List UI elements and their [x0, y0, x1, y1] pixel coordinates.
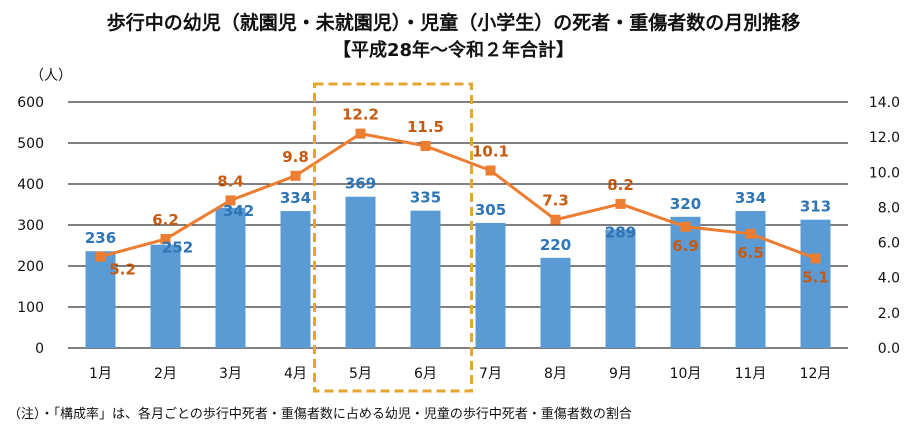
bar-6月 [410, 210, 441, 348]
y-axis-label: （人） [30, 68, 72, 84]
y-tick-label: 600 [17, 95, 44, 111]
rate-marker-5月 [355, 128, 366, 139]
bar-7月 [475, 222, 506, 348]
y2-tick-label: 8.0 [878, 200, 900, 216]
chart-subtitle: 【平成28年～令和２年合計】 [332, 40, 575, 61]
bar-value-label: 369 [345, 175, 376, 193]
bar-value-label: 305 [475, 201, 506, 219]
x-tick-label: 8月 [544, 366, 567, 382]
rate-value-label: 6.5 [737, 244, 764, 262]
bar-value-label: 236 [85, 229, 116, 247]
rate-marker-10月 [680, 221, 691, 232]
x-tick-label: 11月 [735, 366, 767, 382]
bar-1月 [85, 251, 116, 348]
y2-tick-label: 6.0 [878, 236, 900, 252]
bar-10月 [670, 216, 701, 348]
y-tick-label: 100 [17, 300, 44, 316]
chart-title: 歩行中の幼児（就園児・未就園児）・児童（小学生）の死者・重傷者数の月別推移 [106, 12, 801, 34]
y2-tick-label: 2.0 [878, 306, 900, 322]
x-tick-label: 5月 [349, 366, 372, 382]
rate-marker-2月 [160, 234, 171, 245]
x-tick-label: 9月 [609, 366, 632, 382]
rate-marker-3月 [225, 195, 236, 206]
bar-value-label: 334 [735, 189, 766, 207]
bar-value-label: 313 [800, 198, 831, 216]
rate-value-label: 6.2 [152, 211, 179, 229]
rate-marker-11月 [745, 228, 756, 239]
y-tick-label: 400 [17, 177, 44, 193]
rate-value-label: 6.9 [672, 237, 699, 255]
x-tick-label: 2月 [154, 366, 177, 382]
rate-value-label: 12.2 [342, 106, 379, 124]
x-tick-label: 6月 [414, 366, 437, 382]
highlight-box [313, 82, 473, 393]
bar-5月 [345, 196, 376, 348]
y2-tick-label: 10.0 [869, 165, 900, 181]
footnote: （注）・「構成率」は、各月ごとの歩行中死者・重傷者数に占める幼児・児童の歩行中死… [8, 407, 632, 422]
y-tick-label: 200 [17, 259, 44, 275]
rate-value-label: 9.8 [282, 148, 309, 166]
x-tick-label: 12月 [800, 366, 832, 382]
rate-value-label: 10.1 [472, 143, 509, 161]
rate-value-label: 5.2 [109, 261, 136, 279]
y-tick-label: 300 [17, 218, 44, 234]
rate-marker-4月 [290, 170, 301, 181]
y2-tick-label: 4.0 [878, 271, 900, 287]
bar-value-label: 320 [670, 195, 701, 213]
rate-marker-6月 [420, 140, 431, 151]
rate-value-label: 8.2 [607, 176, 634, 194]
rate-marker-7月 [485, 165, 496, 176]
bar-3月 [215, 207, 246, 348]
bar-4月 [280, 211, 311, 348]
y2-tick-label: 14.0 [869, 95, 900, 111]
bar-9月 [605, 229, 636, 348]
bar-value-label: 334 [280, 189, 311, 207]
x-tick-label: 7月 [479, 366, 502, 382]
y-tick-label: 0 [35, 341, 44, 357]
bar-2月 [150, 244, 181, 348]
rate-value-label: 7.3 [542, 192, 569, 210]
rate-marker-12月 [810, 253, 821, 264]
y-tick-label: 500 [17, 136, 44, 152]
rate-marker-8月 [550, 214, 561, 225]
y2-tick-label: 0.0 [878, 341, 900, 357]
rate-marker-1月 [95, 251, 106, 262]
rate-value-label: 11.5 [407, 118, 444, 136]
rate-value-label: 5.1 [802, 268, 829, 286]
bar-value-label: 335 [410, 189, 441, 207]
rate-line [100, 132, 817, 260]
bar-8月 [540, 257, 571, 348]
bar-value-label: 220 [540, 236, 571, 254]
x-tick-label: 3月 [219, 366, 242, 382]
rate-marker-9月 [615, 198, 626, 209]
x-tick-label: 1月 [89, 366, 112, 382]
x-tick-label: 4月 [284, 366, 307, 382]
x-tick-label: 10月 [670, 366, 702, 382]
bar-value-label: 252 [162, 239, 193, 257]
bar-value-label: 289 [605, 224, 636, 242]
y2-tick-label: 12.0 [869, 130, 900, 146]
bar-value-label: 342 [223, 202, 254, 220]
rate-value-label: 8.4 [217, 172, 244, 190]
bar-12月 [800, 219, 831, 348]
